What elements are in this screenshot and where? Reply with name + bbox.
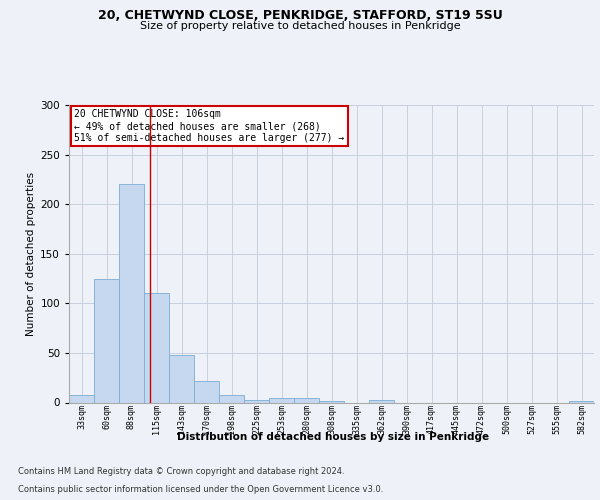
Bar [269,398,294,402]
Bar [144,294,169,403]
Bar [569,400,594,402]
Text: Distribution of detached houses by size in Penkridge: Distribution of detached houses by size … [177,432,489,442]
Text: Size of property relative to detached houses in Penkridge: Size of property relative to detached ho… [140,21,460,31]
Text: Contains HM Land Registry data © Crown copyright and database right 2024.: Contains HM Land Registry data © Crown c… [18,467,344,476]
Bar [69,394,94,402]
Bar [169,355,194,403]
Text: 20 CHETWYND CLOSE: 106sqm
← 49% of detached houses are smaller (268)
51% of semi: 20 CHETWYND CLOSE: 106sqm ← 49% of detac… [74,110,344,142]
Y-axis label: Number of detached properties: Number of detached properties [26,172,36,336]
Bar [369,400,394,402]
Bar [294,398,319,402]
Text: 20, CHETWYND CLOSE, PENKRIDGE, STAFFORD, ST19 5SU: 20, CHETWYND CLOSE, PENKRIDGE, STAFFORD,… [98,9,502,22]
Bar [219,394,244,402]
Bar [194,380,219,402]
Bar [244,400,269,402]
Bar [119,184,144,402]
Bar [94,278,119,402]
Bar [319,400,344,402]
Text: Contains public sector information licensed under the Open Government Licence v3: Contains public sector information licen… [18,485,383,494]
